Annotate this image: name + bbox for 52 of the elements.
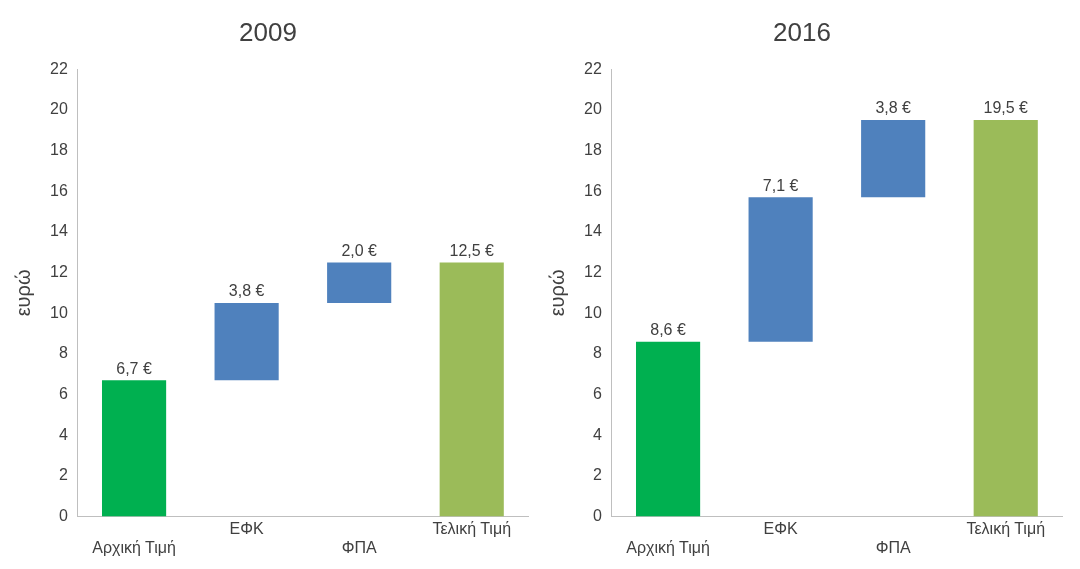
chart-title: 2016: [773, 16, 831, 47]
x-tick-label: ΦΠΑ: [875, 538, 911, 556]
bar: [214, 303, 279, 381]
y-tick-label: 0: [58, 507, 68, 525]
y-tick-label: 6: [592, 384, 602, 402]
data-label: 2,0 €: [341, 241, 378, 259]
bar: [861, 120, 926, 198]
y-tick-label: 2: [58, 466, 68, 484]
x-tick-label: ΕΦΚ: [763, 519, 799, 537]
y-tick-label: 12: [50, 262, 68, 280]
bar: [327, 262, 392, 304]
y-tick-label: 20: [50, 100, 68, 118]
x-tick-label: Τελική Τιμή: [432, 519, 512, 537]
y-tick-label: 6: [58, 384, 68, 402]
bar: [102, 380, 167, 517]
y-tick-label: 4: [592, 425, 602, 443]
x-tick-label: Τελική Τιμή: [966, 519, 1046, 537]
data-label: 12,5 €: [449, 241, 495, 259]
x-tick-label: ΦΠΑ: [341, 538, 377, 556]
data-label: 6,7 €: [116, 359, 152, 377]
y-tick-label: 4: [58, 425, 68, 443]
y-tick-label: 20: [584, 100, 602, 118]
y-tick-label: 8: [58, 344, 68, 362]
y-axis-title: ευρώ: [11, 269, 34, 317]
y-tick-label: 10: [50, 303, 68, 321]
bar: [973, 120, 1038, 517]
y-tick-label: 8: [592, 344, 602, 362]
y-tick-label: 0: [592, 507, 602, 525]
bar: [748, 197, 813, 342]
y-tick-label: 22: [50, 59, 68, 77]
data-label: 7,1 €: [762, 176, 799, 194]
y-tick-label: 18: [584, 140, 602, 158]
x-tick-label: Αρχική Τιμή: [626, 538, 710, 556]
data-label: 3,8 €: [875, 99, 912, 117]
bar: [439, 262, 504, 517]
data-label: 8,6 €: [650, 321, 686, 339]
chart-title: 2009: [239, 16, 297, 47]
y-tick-label: 12: [584, 262, 602, 280]
bar: [636, 341, 701, 517]
y-tick-label: 14: [50, 222, 68, 240]
y-tick-label: 14: [584, 222, 602, 240]
x-tick-label: Αρχική Τιμή: [92, 538, 176, 556]
data-label: 3,8 €: [228, 282, 265, 300]
y-tick-label: 16: [584, 181, 602, 199]
y-axis-title: ευρώ: [545, 269, 568, 317]
y-tick-label: 22: [584, 59, 602, 77]
y-tick-label: 18: [50, 140, 68, 158]
data-label: 19,5 €: [983, 99, 1029, 117]
y-tick-label: 10: [584, 303, 602, 321]
y-tick-label: 16: [50, 181, 68, 199]
x-tick-label: ΕΦΚ: [229, 519, 265, 537]
y-tick-label: 2: [592, 466, 602, 484]
